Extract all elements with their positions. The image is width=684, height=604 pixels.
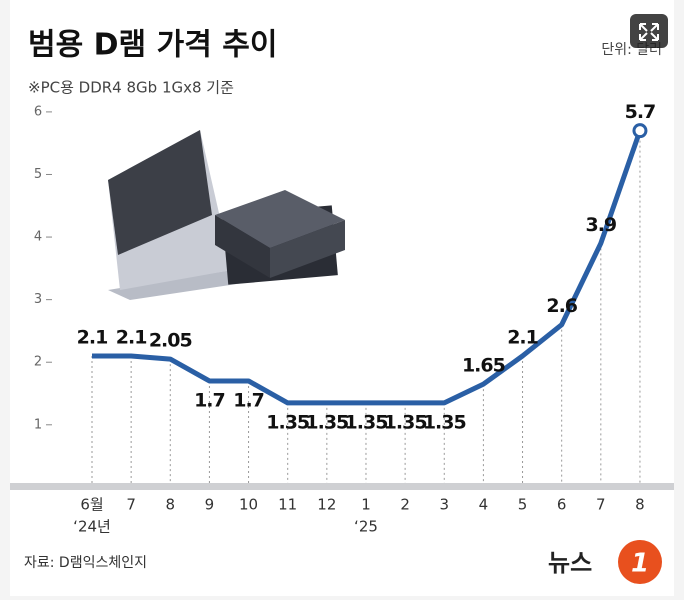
value-label: 1.7 (194, 389, 225, 411)
x-year-label: ‘25 (354, 518, 378, 536)
x-tick-label: 12 (317, 496, 336, 514)
y-tick-label: 6 (34, 104, 42, 119)
expand-button[interactable] (630, 14, 668, 48)
panel (10, 0, 674, 596)
x-tick-label: 8 (166, 496, 176, 514)
value-label: 2.05 (149, 330, 192, 352)
y-tick-label: 2 (34, 355, 42, 370)
value-label: 2.1 (116, 326, 147, 348)
x-tick-label: 11 (278, 496, 297, 514)
chart-title: 범용 D램 가격 추이 (28, 28, 277, 63)
x-tick-label: 6월 (80, 496, 103, 514)
value-label: 3.9 (585, 214, 616, 236)
expand-icon (639, 23, 659, 41)
value-label: 1.35 (345, 411, 388, 433)
source: 자료: D램익스체인지 (24, 555, 147, 571)
x-axis-band (10, 483, 674, 490)
x-tick-label: 6 (557, 496, 567, 514)
value-label: 1.7 (233, 389, 264, 411)
expand-bg[interactable] (630, 14, 668, 48)
value-label: 1.35 (423, 411, 466, 433)
value-label: 1.35 (266, 411, 309, 433)
x-tick-label: 8 (635, 496, 645, 514)
x-year-label: ‘24년 (73, 518, 111, 536)
y-tick-label: 3 (34, 292, 42, 307)
chip-side2 (270, 220, 345, 278)
illustration (108, 130, 345, 300)
value-label: 5.7 (625, 101, 656, 123)
value-label: 2.6 (546, 295, 577, 317)
line (92, 129, 643, 406)
x-tick-label: 5 (518, 496, 528, 514)
chip-top (215, 190, 345, 248)
x-tick-label: 3 (439, 496, 449, 514)
logo-text: 뉴스 (548, 549, 592, 577)
logo-mark: 1 (631, 549, 649, 579)
x-tick-label: 7 (126, 496, 136, 514)
end-point (632, 123, 648, 139)
value-label: 2.1 (507, 326, 538, 348)
subtitle: ※PC용 DDR4 8Gb 1Gx8 기준 (28, 79, 234, 97)
laptop-screen (108, 130, 212, 255)
x-tick-label: 1 (361, 496, 371, 514)
logo-circle (618, 540, 662, 584)
value-label: 2.1 (77, 326, 108, 348)
y-tick-label: 1 (34, 417, 42, 432)
x-tick-label: 2 (400, 496, 410, 514)
y-tick-label: 4 (34, 230, 42, 245)
x-tick-label: 7 (596, 496, 606, 514)
x-tick-label: 10 (239, 496, 258, 514)
chip-side (215, 215, 270, 278)
y-tick-label: 5 (34, 167, 42, 182)
x-tick-label: 4 (479, 496, 489, 514)
laptop-base (108, 270, 250, 300)
value-label: 1.35 (305, 411, 348, 433)
value-label: 1.65 (462, 355, 505, 377)
x-tick-label: 9 (205, 496, 215, 514)
value-label: 1.35 (384, 411, 427, 433)
